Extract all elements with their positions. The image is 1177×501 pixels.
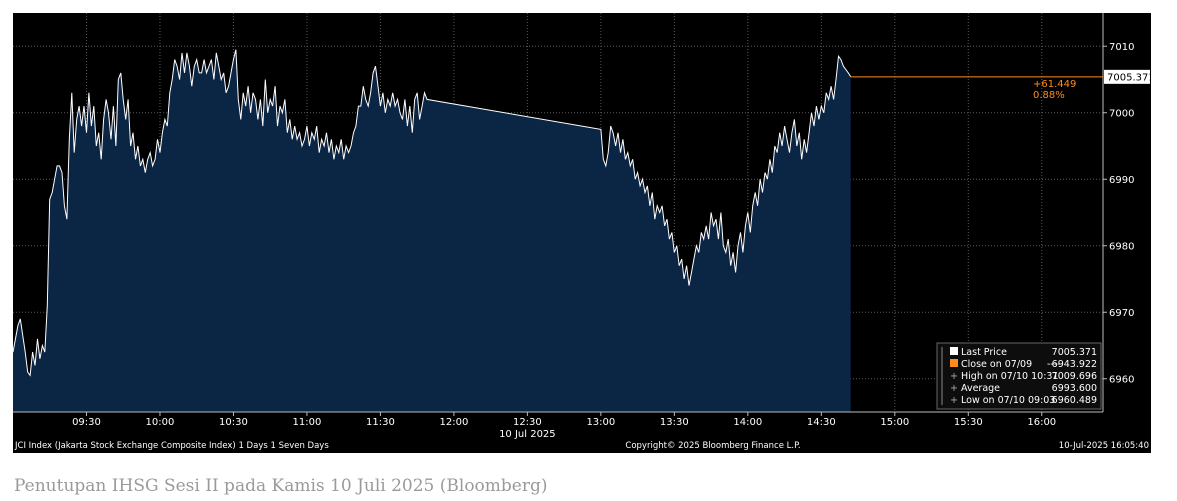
y-tick-label: 6980 [1109, 241, 1134, 252]
change-percent: 0.88% [1033, 90, 1065, 101]
x-tick-label: 12:30 [513, 417, 542, 428]
legend-box [936, 342, 1102, 410]
x-date-label: 10 Jul 2025 [499, 429, 556, 440]
legend-value: 7009.696 [1052, 371, 1097, 382]
y-tick-label: 6960 [1109, 374, 1134, 385]
x-tick-label: 16:00 [1027, 417, 1056, 428]
y-tick-label: 7000 [1109, 108, 1134, 119]
footer-left: JCI Index (Jakarta Stock Exchange Compos… [14, 441, 329, 451]
x-tick-label: 14:30 [807, 417, 836, 428]
legend-value: 7005.371 [1052, 347, 1097, 358]
price-area [13, 49, 851, 412]
legend-marker-close [950, 359, 958, 367]
legend-label: Low on 07/10 09:03 [961, 395, 1055, 406]
legend-marker-plus: + [950, 371, 958, 382]
x-tick-label: 10:00 [146, 417, 175, 428]
x-tick-label: 09:30 [72, 417, 101, 428]
footer-timestamp: 10-Jul-2025 16:05:40 [1059, 441, 1149, 451]
legend-dash: ---- [1047, 359, 1061, 370]
x-tick-label: 13:00 [586, 417, 615, 428]
x-tick-label: 13:30 [660, 417, 689, 428]
x-tick-label: 14:00 [733, 417, 762, 428]
footer-copyright: Copyright© 2025 Bloomberg Finance L.P. [625, 441, 800, 451]
last-price-box [1104, 69, 1150, 84]
change-value: +61.449 [1033, 79, 1076, 90]
x-tick-label: 11:00 [293, 417, 322, 428]
y-tick-label: 6970 [1109, 308, 1134, 319]
y-tick-label: 6990 [1109, 175, 1134, 186]
chart-svg: 6960 6970 6980 6990 7000 7010 09:30 10:00 10:30 1… [13, 13, 1151, 451]
x-tick-label: 15:30 [954, 417, 983, 428]
x-tick-label: 15:00 [880, 417, 909, 428]
legend-label: Average [961, 383, 1000, 394]
legend-value: 6960.489 [1052, 395, 1097, 406]
x-tick-label: 12:00 [439, 417, 468, 428]
legend-value: 6943.922 [1052, 359, 1097, 370]
legend-marker-plus: + [950, 395, 958, 406]
legend-label: High on 07/10 10:31 [961, 371, 1058, 382]
legend-label: Close on 07/09 [961, 359, 1032, 370]
price-line [13, 49, 852, 377]
legend-marker-last [950, 347, 958, 355]
last-price-value: 7005.371 [1107, 72, 1151, 83]
legend-marker-plus: + [950, 383, 958, 394]
legend-value: 6993.600 [1052, 383, 1097, 394]
x-tick-label: 11:30 [366, 417, 395, 428]
bloomberg-chart: 6960 6970 6980 6990 7000 7010 09:30 10:00 10:30 1… [13, 13, 1151, 453]
x-tick-label: 10:30 [219, 417, 248, 428]
y-tick-label: 7010 [1109, 42, 1134, 53]
chart-caption: Penutupan IHSG Sesi II pada Kamis 10 Jul… [14, 476, 548, 496]
legend-label: Last Price [961, 347, 1007, 358]
